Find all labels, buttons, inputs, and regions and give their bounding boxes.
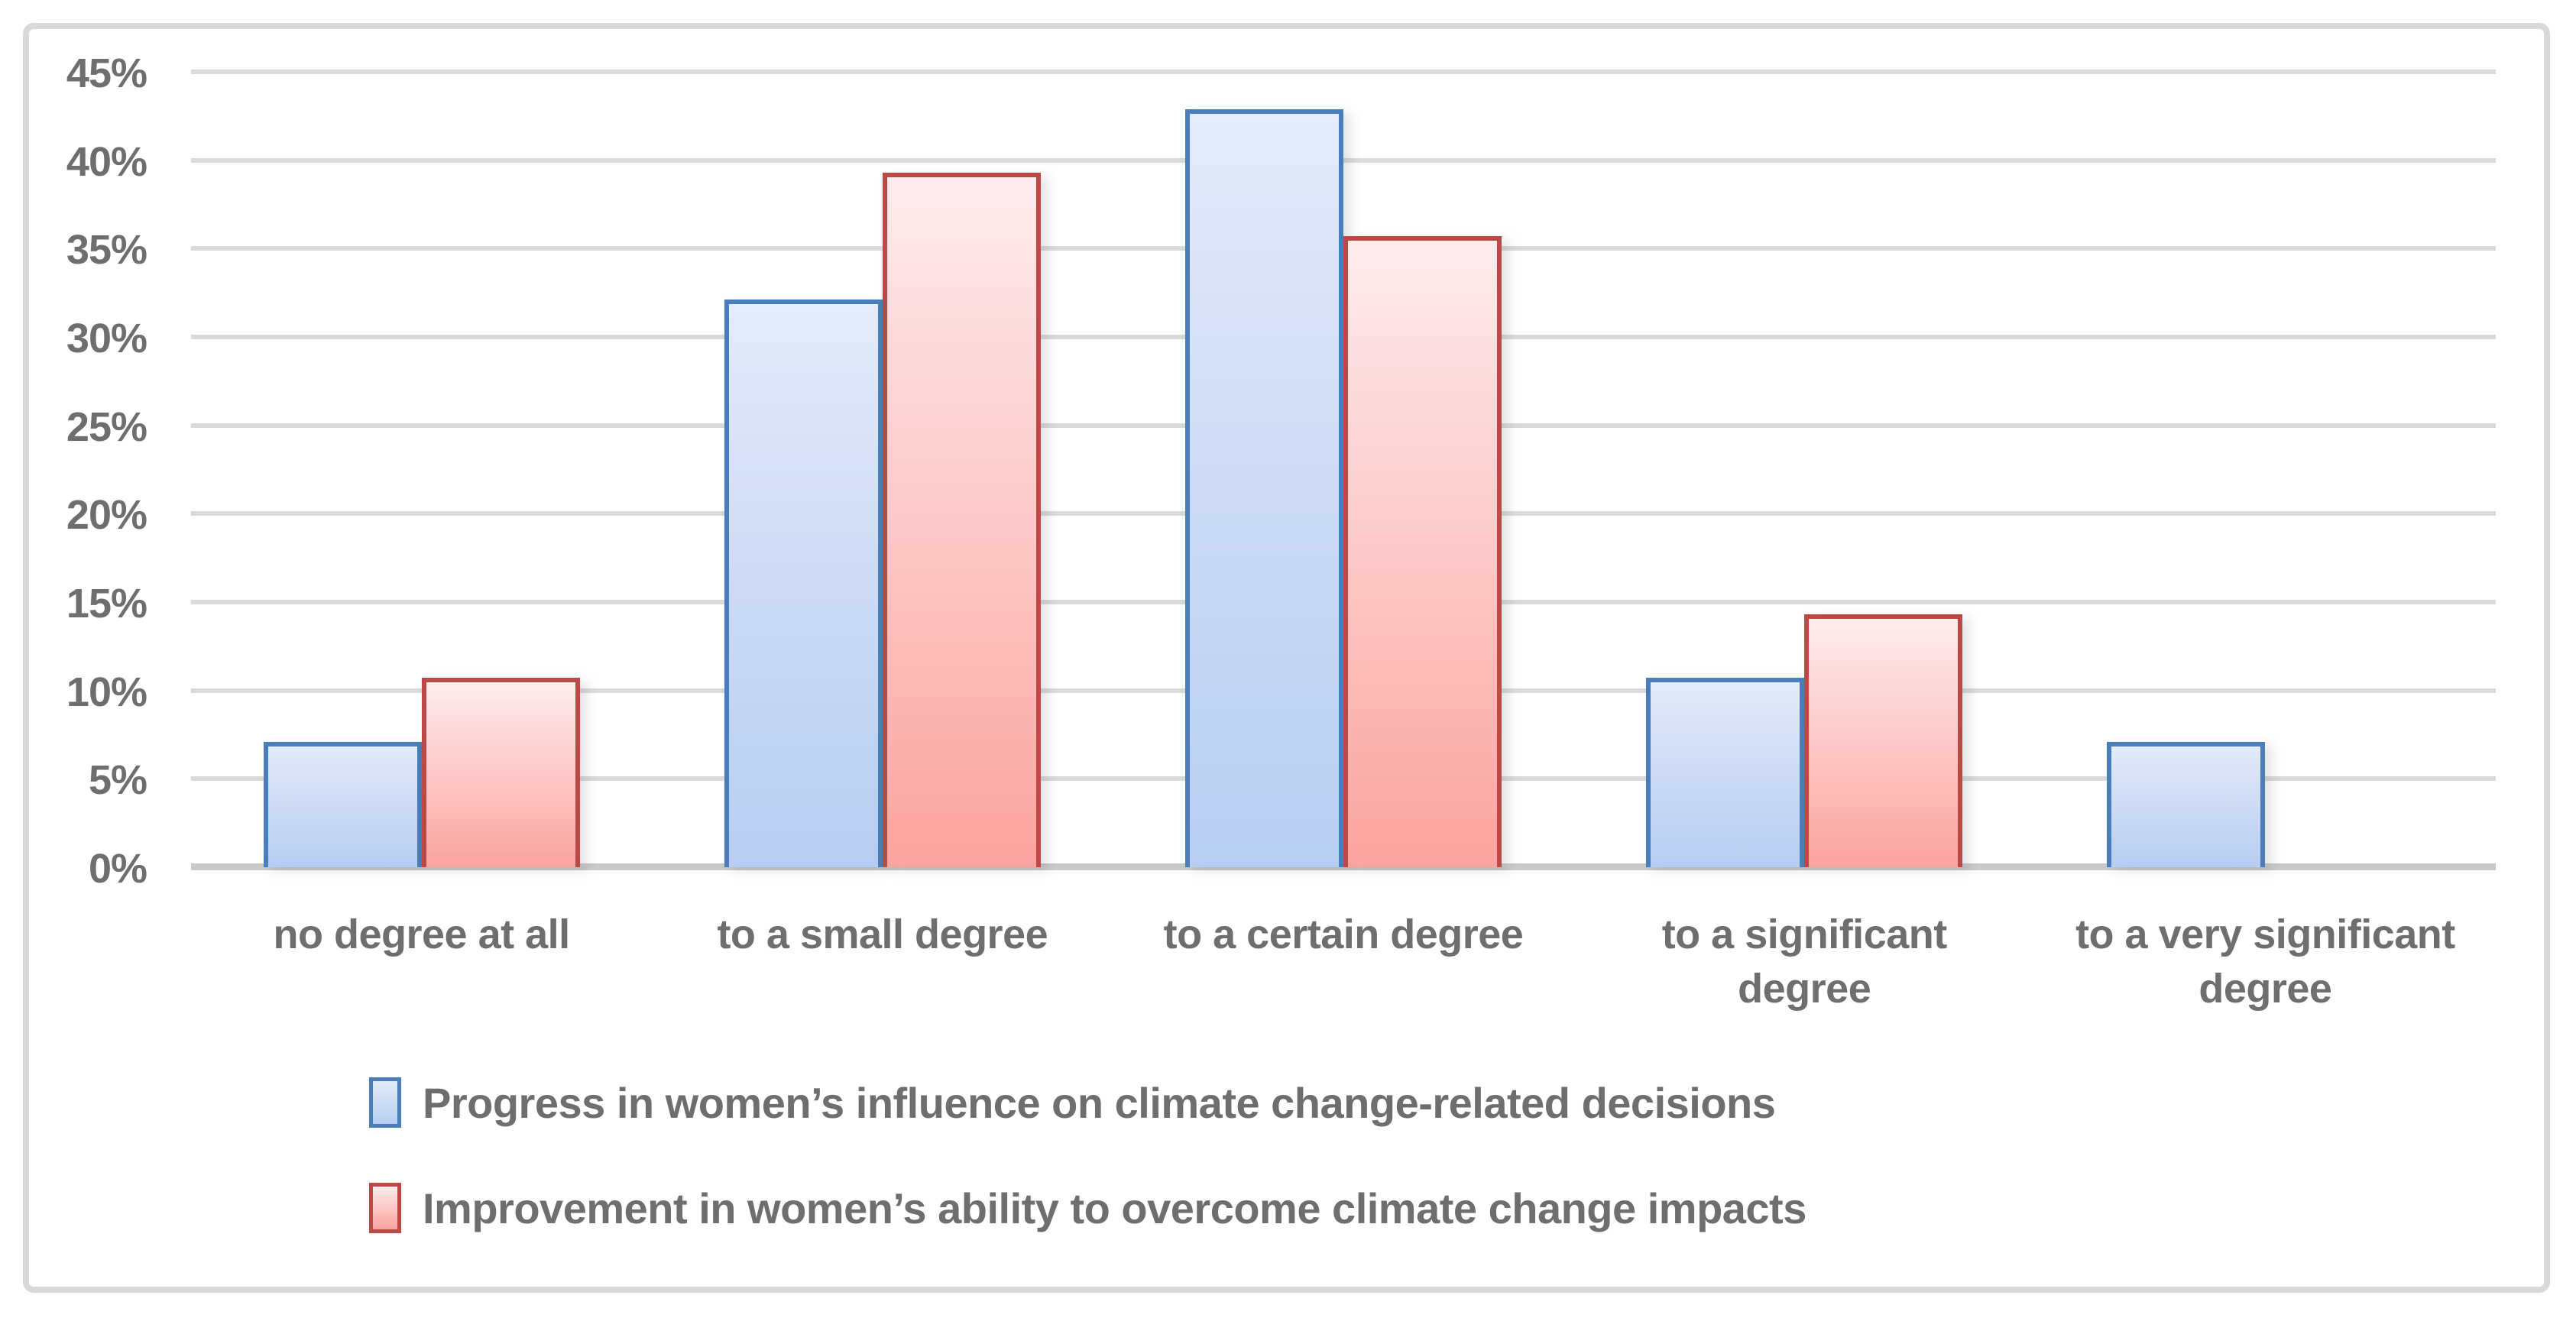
y-tick-label-25%: 25% bbox=[66, 403, 147, 450]
bar-group-3 bbox=[1574, 72, 2035, 867]
y-tick-label-40%: 40% bbox=[66, 138, 147, 185]
bar-red-category-0 bbox=[421, 678, 580, 867]
bar-pair-0 bbox=[263, 678, 580, 867]
legend-marker-red-icon bbox=[369, 1183, 401, 1233]
bar-blue-category-0 bbox=[263, 742, 422, 867]
chart-frame: 0% 5% 10% 15% 20% 25% 30% 35% 40% 45% no degree a… bbox=[23, 23, 2550, 1293]
legend-entry-blue: Progress in women’s influence on climate… bbox=[369, 1077, 1806, 1128]
bar-pair-1 bbox=[724, 173, 1041, 867]
x-category-label-4: to a very significant degree bbox=[2075, 912, 2455, 1012]
legend-entry-red: Improvement in women’s ability to overco… bbox=[369, 1183, 1806, 1233]
legend-label-blue: Progress in women’s influence on climate… bbox=[423, 1078, 1776, 1127]
bar-group-1 bbox=[652, 72, 1113, 867]
legend-label-red: Improvement in women’s ability to overco… bbox=[423, 1184, 1806, 1232]
bar-blue-category-2 bbox=[1185, 109, 1343, 867]
bar-groups bbox=[191, 72, 2496, 867]
bar-red-category-3 bbox=[1804, 614, 1963, 867]
x-category-label-3: to a significant degree bbox=[1661, 912, 1948, 1012]
y-tick-label-30%: 30% bbox=[66, 316, 147, 361]
bar-pair-2 bbox=[1185, 109, 1502, 867]
legend: Progress in women’s influence on climate… bbox=[369, 1077, 1806, 1233]
y-tick-label-15%: 15% bbox=[66, 581, 147, 627]
bar-blue-category-4 bbox=[2107, 742, 2266, 867]
y-tick-label-5%: 5% bbox=[88, 757, 147, 804]
bar-group-2 bbox=[1113, 72, 1573, 867]
y-tick-label-35%: 35% bbox=[66, 227, 147, 274]
y-tick-label-0%: 0% bbox=[88, 846, 147, 892]
bar-blue-category-1 bbox=[724, 300, 883, 867]
legend-marker-blue-icon bbox=[369, 1077, 401, 1128]
bar-pair-4 bbox=[2107, 742, 2423, 867]
gridline-45% bbox=[191, 70, 2496, 74]
x-axis-category-labels: no degree at all to a small degree to a ce… bbox=[191, 908, 2496, 1017]
bar-group-4 bbox=[2035, 72, 2496, 867]
bar-red-category-1 bbox=[882, 173, 1041, 867]
x-category-label-0: no degree at all bbox=[273, 912, 571, 957]
y-tick-label-45%: 45% bbox=[66, 50, 147, 96]
bar-group-0 bbox=[191, 72, 652, 867]
y-tick-label-20%: 20% bbox=[66, 492, 147, 539]
gridline-40% bbox=[191, 157, 2496, 163]
y-tick-label-10%: 10% bbox=[66, 669, 147, 715]
bar-pair-3 bbox=[1646, 614, 1963, 867]
bar-blue-category-3 bbox=[1646, 678, 1805, 867]
x-category-label-2: to a certain degree bbox=[1163, 912, 1524, 957]
x-category-label-1: to a small degree bbox=[717, 912, 1048, 957]
bar-red-category-2 bbox=[1343, 236, 1502, 867]
plot-area: 0% 5% 10% 15% 20% 25% 30% 35% 40% 45% bbox=[66, 50, 2496, 892]
